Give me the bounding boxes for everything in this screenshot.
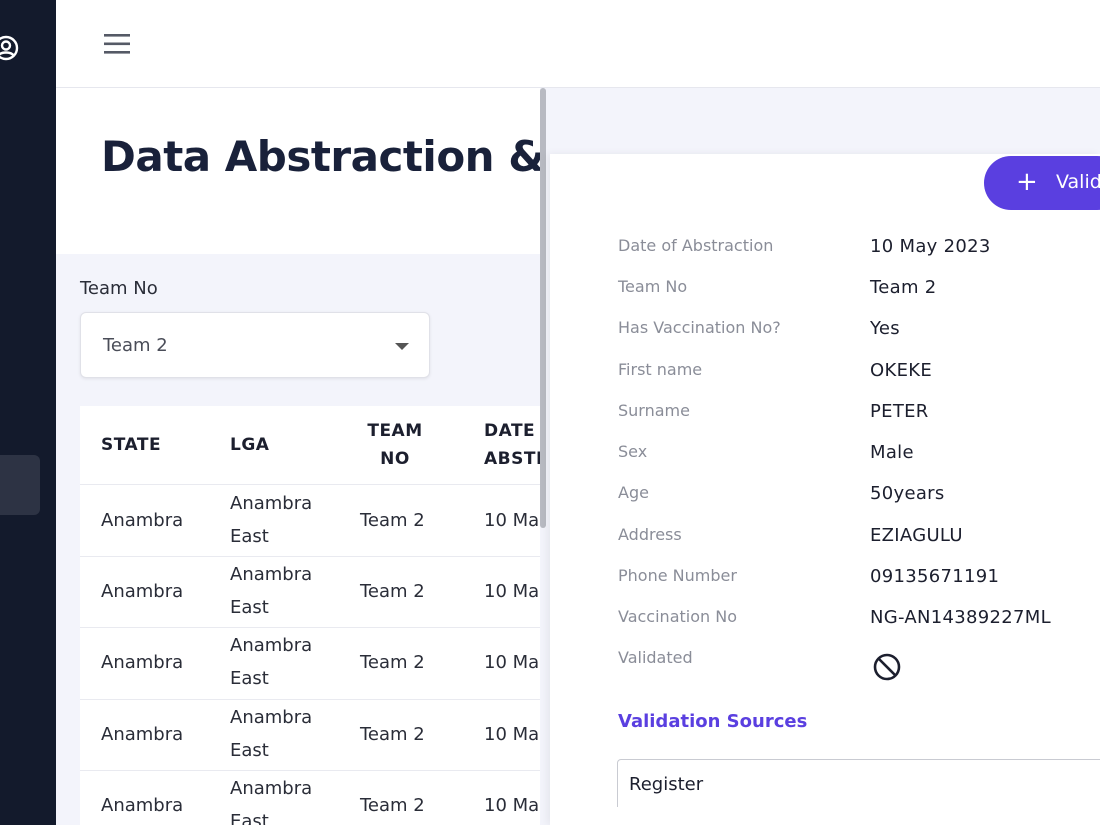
field-label-address: Address	[618, 525, 682, 544]
field-label-vaccination-no: Vaccination No	[618, 607, 737, 626]
cell-date: 10 Ma	[484, 652, 540, 673]
main-content: Data Abstraction & V Team No Team 2 STAT…	[56, 88, 540, 825]
field-label-date-of-abstraction: Date of Abstraction	[618, 236, 774, 255]
cell-team: Team 2	[360, 724, 425, 745]
scrollbar[interactable]	[540, 88, 546, 528]
cell-state: Anambra	[101, 652, 184, 673]
field-label-sex: Sex	[618, 442, 648, 461]
cell-lga: East	[230, 740, 269, 761]
hamburger-menu-icon[interactable]	[102, 30, 132, 58]
field-value-vaccination-no: NG-AN14389227ML	[870, 607, 1051, 628]
field-value-address: EZIAGULU	[870, 525, 963, 546]
validate-button-label: Valid	[1056, 171, 1100, 193]
cell-state: Anambra	[101, 795, 184, 816]
detail-panel	[550, 154, 1100, 825]
field-label-phone: Phone Number	[618, 566, 737, 585]
field-label-team-no: Team No	[618, 277, 688, 296]
register-field-value: Register	[629, 774, 704, 795]
title-card: Data Abstraction & V	[56, 88, 540, 254]
cell-team: Team 2	[360, 581, 425, 602]
col-header-lga[interactable]: LGA	[230, 435, 270, 455]
field-value-sex: Male	[870, 442, 914, 463]
sidebar	[0, 0, 56, 825]
page-title: Data Abstraction & V	[101, 132, 540, 181]
table-row[interactable]: Anambra Anambra East Team 2 10 Ma	[80, 556, 540, 628]
cell-lga: Anambra	[230, 707, 313, 728]
field-value-surname: PETER	[870, 401, 929, 422]
table-row[interactable]: Anambra Anambra East Team 2 10 Ma	[80, 699, 540, 771]
team-select-value: Team 2	[103, 335, 168, 356]
table-row[interactable]: Anambra Anambra East Team 2 10 Ma	[80, 484, 540, 556]
table-row[interactable]: Anambra Anambra East Team 2 10 Ma	[80, 627, 540, 699]
cell-state: Anambra	[101, 581, 184, 602]
register-field[interactable]: Register	[617, 759, 1100, 807]
cell-lga: Anambra	[230, 635, 313, 656]
table-row[interactable]: Anambra Anambra East Team 2 10 Ma	[80, 770, 540, 825]
field-value-team-no: Team 2	[870, 277, 937, 298]
top-bar	[56, 0, 1100, 88]
cell-lga: East	[230, 811, 269, 825]
cell-team: Team 2	[360, 652, 425, 673]
detail-panel-header	[550, 88, 1100, 154]
cell-date: 10 Ma	[484, 795, 540, 816]
field-value-first-name: OKEKE	[870, 360, 933, 381]
chevron-down-icon	[395, 343, 409, 350]
cell-date: 10 Ma	[484, 510, 540, 531]
cell-date: 10 Ma	[484, 724, 540, 745]
field-value-age: 50years	[870, 483, 945, 504]
cell-date: 10 Ma	[484, 581, 540, 602]
cell-lga: Anambra	[230, 564, 313, 585]
team-filter-label: Team No	[80, 278, 158, 299]
field-value-has-vaccination: Yes	[870, 318, 900, 339]
cell-lga: East	[230, 597, 269, 618]
field-label-age: Age	[618, 483, 649, 502]
field-label-surname: Surname	[618, 401, 690, 420]
cell-team: Team 2	[360, 510, 425, 531]
data-table: STATE LGA TEAM NO DATE ABSTI Anambra Ana…	[80, 406, 540, 825]
cell-lga: East	[230, 668, 269, 689]
validate-button[interactable]: + Valid	[984, 156, 1100, 210]
team-select[interactable]: Team 2	[80, 312, 430, 378]
sidebar-active-item[interactable]	[0, 455, 40, 515]
cell-lga: Anambra	[230, 778, 313, 799]
cell-state: Anambra	[101, 724, 184, 745]
col-header-state[interactable]: STATE	[101, 435, 162, 455]
cell-lga: East	[230, 526, 269, 547]
field-value-phone: 09135671191	[870, 566, 1000, 587]
field-label-has-vaccination: Has Vaccination No?	[618, 318, 781, 337]
col-header-date[interactable]: DATE ABSTI	[484, 421, 540, 469]
validation-sources-title: Validation Sources	[618, 711, 808, 732]
cell-team: Team 2	[360, 795, 425, 816]
field-label-validated: Validated	[618, 648, 693, 667]
field-value-date-of-abstraction: 10 May 2023	[870, 236, 991, 257]
user-circle-icon[interactable]	[0, 34, 20, 62]
ban-icon	[873, 653, 901, 681]
field-label-first-name: First name	[618, 360, 703, 379]
col-header-team-no[interactable]: TEAM NO	[367, 421, 423, 469]
plus-icon: +	[1016, 167, 1038, 197]
cell-lga: Anambra	[230, 493, 313, 514]
cell-state: Anambra	[101, 510, 184, 531]
